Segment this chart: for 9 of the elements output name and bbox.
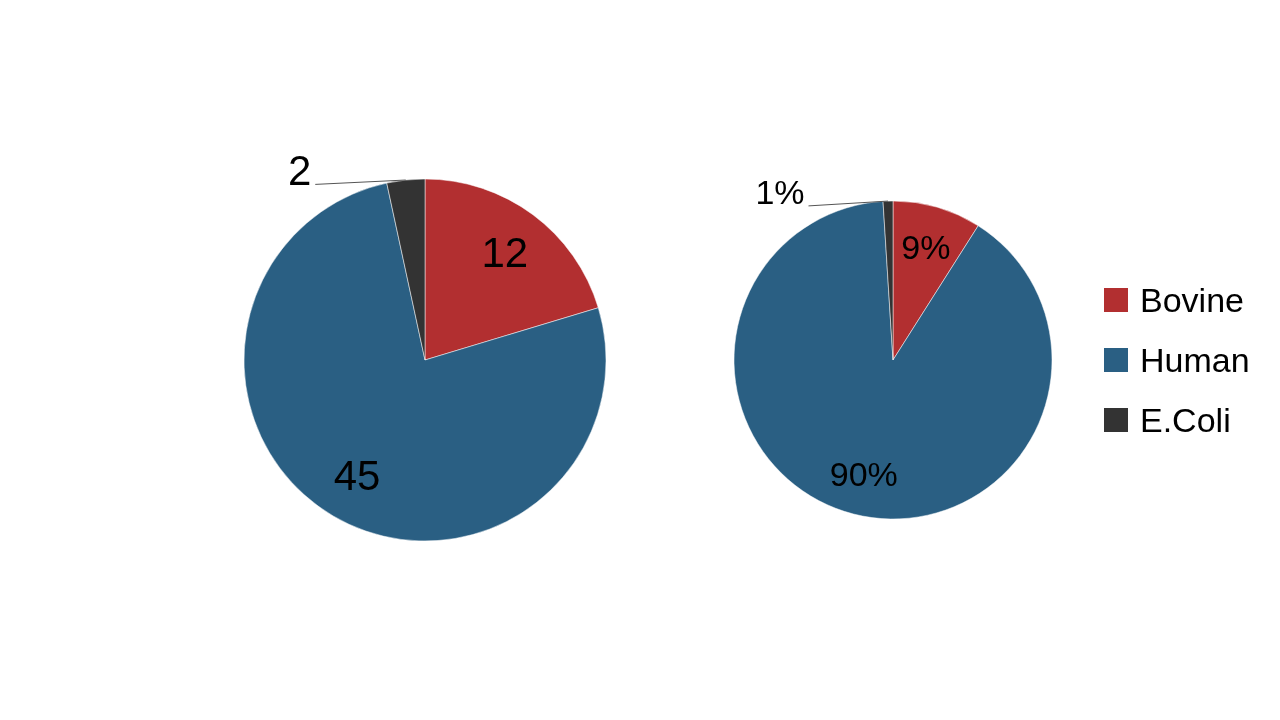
legend-label: Human bbox=[1140, 341, 1250, 379]
legend-label: E.Coli bbox=[1140, 401, 1231, 439]
data-label: 9% bbox=[901, 228, 951, 267]
data-label: 12 bbox=[481, 228, 529, 276]
data-label: 2 bbox=[287, 146, 312, 194]
data-label: 1% bbox=[755, 172, 805, 211]
data-label: 90% bbox=[829, 454, 898, 493]
data-label: 45 bbox=[333, 451, 381, 499]
legend-label: Bovine bbox=[1140, 281, 1244, 319]
